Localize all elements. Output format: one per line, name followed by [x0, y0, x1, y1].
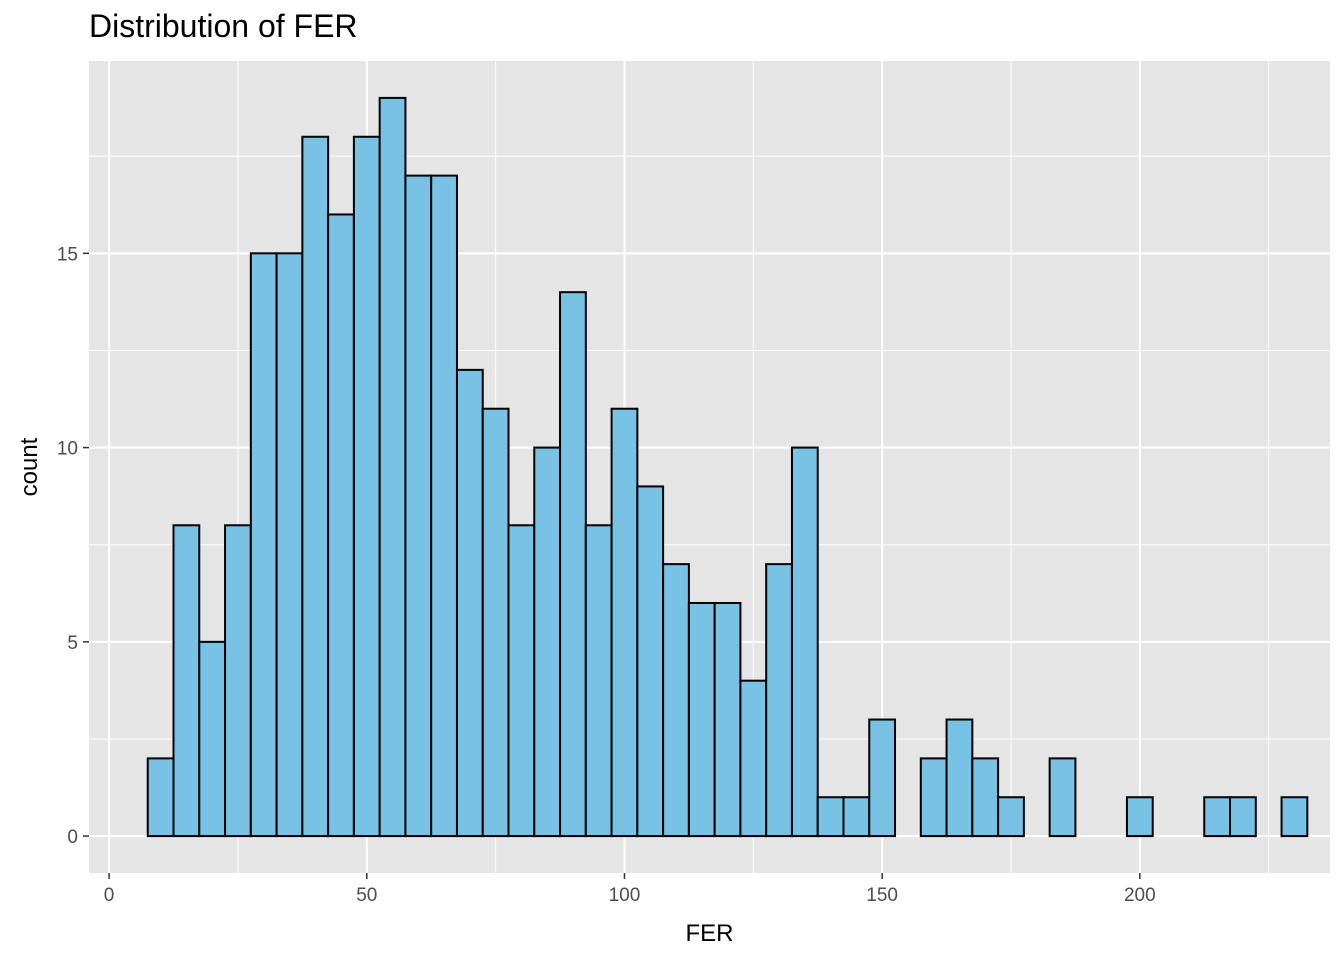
histogram-bar	[945, 718, 974, 838]
histogram-bar	[790, 446, 819, 838]
histogram-bar	[1280, 796, 1309, 838]
chart-title: Distribution of FER	[89, 8, 358, 44]
histogram-bar	[1125, 796, 1154, 838]
histogram-bar	[172, 524, 201, 838]
y-tick-label: 5	[67, 633, 78, 654]
histogram-bar	[352, 135, 381, 838]
y-tick-label: 0	[67, 827, 78, 848]
y-tick-label: 15	[57, 244, 78, 265]
histogram-bar	[584, 524, 613, 838]
x-axis-title: FER	[686, 920, 734, 947]
histogram-bar	[275, 252, 304, 838]
histogram-bar	[481, 407, 510, 838]
y-axis: 0 5 10 15	[57, 244, 89, 848]
x-tick-label: 200	[1124, 885, 1156, 906]
histogram-bar	[662, 563, 690, 838]
histogram-bar	[378, 96, 407, 838]
histogram-bars	[146, 96, 1309, 838]
histogram-bar	[610, 407, 639, 838]
histogram-bar	[919, 757, 948, 838]
histogram-bar	[533, 446, 562, 838]
histogram-bar	[301, 135, 330, 838]
x-tick-label: 150	[866, 885, 898, 906]
histogram-bar	[430, 174, 458, 838]
histogram-bar	[765, 563, 793, 838]
histogram-bar	[816, 796, 845, 838]
histogram-bar	[146, 757, 175, 838]
y-tick-label: 10	[57, 439, 78, 460]
histogram-bar	[224, 524, 252, 838]
histogram-bar	[739, 679, 768, 838]
x-tick-label: 100	[609, 885, 641, 906]
histogram-bar	[327, 213, 355, 838]
histogram-bar	[868, 718, 897, 838]
histogram-bar	[198, 640, 227, 838]
histogram-bar	[1048, 757, 1077, 838]
x-axis: 0 50 100 150 200	[104, 873, 1156, 906]
histogram-bar	[997, 796, 1025, 838]
histogram-bar	[636, 485, 665, 838]
histogram-bar	[687, 601, 716, 838]
histogram-bar	[1229, 796, 1257, 838]
histogram-bar	[249, 252, 278, 838]
x-tick-label: 50	[356, 885, 377, 906]
histogram-bar	[404, 174, 433, 838]
y-axis-title: count	[16, 437, 43, 496]
histogram-bar	[559, 291, 587, 838]
histogram-bar	[971, 757, 1000, 838]
histogram-bar	[713, 601, 742, 838]
histogram-bar	[842, 796, 871, 838]
histogram-bar	[1203, 796, 1232, 838]
histogram-bar	[455, 368, 484, 838]
x-tick-label: 0	[104, 885, 115, 906]
histogram-bar	[507, 524, 536, 838]
